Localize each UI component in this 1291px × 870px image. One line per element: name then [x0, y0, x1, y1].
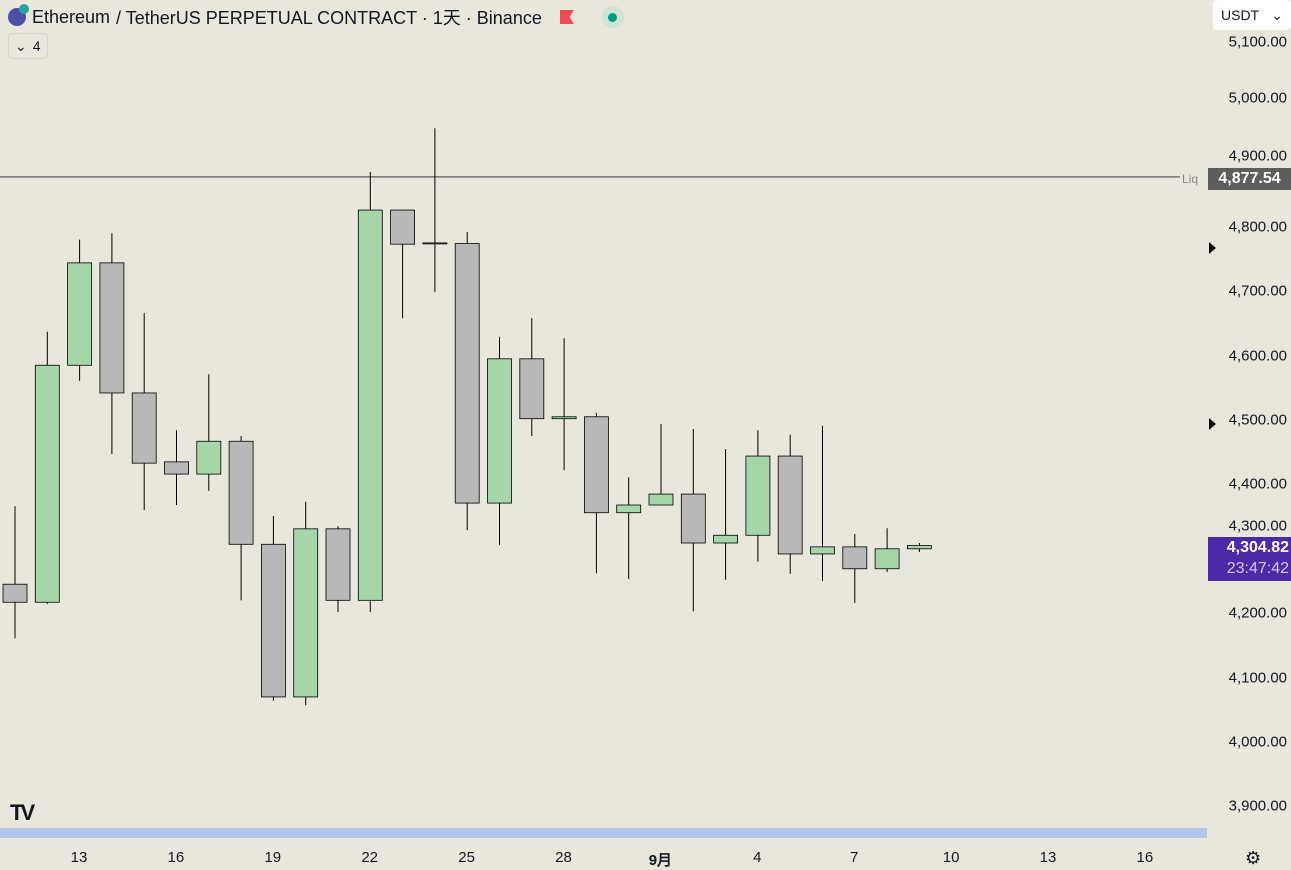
price-tick: 4,300.00: [1228, 517, 1287, 535]
candle-body: [260, 543, 286, 698]
tradingview-logo[interactable]: TV: [10, 800, 35, 825]
candle-body: [842, 546, 868, 570]
candle-body: [810, 546, 835, 555]
price-tick: 4,000.00: [1228, 733, 1287, 751]
candle-body: [293, 528, 319, 698]
candle-body: [713, 534, 738, 544]
price-tick: 4,600.00: [1228, 347, 1287, 365]
candle-chart[interactable]: [0, 0, 1207, 828]
price-tick: 4,500.00: [1228, 411, 1287, 429]
currency-value: USDT: [1221, 7, 1260, 23]
ethereum-logo-icon: [8, 4, 29, 26]
candle-body: [196, 440, 222, 475]
candle-body: [164, 461, 189, 475]
candle-body: [357, 209, 383, 601]
price-tick: 4,100.00: [1228, 669, 1287, 687]
time-tick: 28: [555, 849, 572, 866]
currency-select[interactable]: USDT ⌄: [1213, 0, 1291, 30]
time-tick: 7: [850, 849, 859, 866]
symbol-description[interactable]: / TetherUS PERPETUAL CONTRACT · 1天 · Bin…: [116, 8, 542, 28]
candle-body: [2, 583, 28, 603]
candle-body: [422, 242, 448, 245]
time-tick: 13: [70, 849, 88, 866]
candle-body: [519, 358, 545, 420]
candle-body: [584, 416, 609, 514]
marker-arrow-icon: [1209, 418, 1216, 430]
candle-body: [907, 545, 932, 550]
time-tick: 16: [167, 849, 185, 866]
time-tick: 19: [264, 849, 282, 866]
candle-body: [745, 455, 771, 536]
market-status-icon[interactable]: [601, 6, 624, 28]
bar-countdown: 23:47:42: [1226, 560, 1289, 577]
liq-line-label: Liq: [1182, 172, 1199, 186]
time-tick: 16: [1136, 849, 1154, 866]
price-tick: 4,800.00: [1228, 218, 1287, 236]
price-tick: 4,400.00: [1228, 475, 1287, 493]
flag-icon[interactable]: [559, 10, 574, 24]
time-tick: 13: [1039, 849, 1057, 866]
price-scale[interactable]: 5,100.00 5,000.00 4,900.00 4,800.00 4,700.00…: [1207, 0, 1291, 870]
time-tick: 9月: [648, 852, 673, 869]
candle-body: [67, 262, 92, 366]
candle-body: [228, 440, 254, 545]
candle-body: [131, 392, 157, 464]
marker-arrow-icon: [1209, 242, 1216, 254]
symbol-name[interactable]: Ethereum: [32, 6, 111, 27]
candle-body: [777, 455, 803, 555]
chevron-down-icon: ⌄: [1271, 6, 1283, 23]
price-tick: 4,200.00: [1228, 604, 1287, 622]
candle-body: [648, 493, 674, 506]
price-tick: 5,000.00: [1228, 89, 1287, 107]
chart-header: Ethereum / TetherUS PERPETUAL CONTRACT ·…: [8, 4, 624, 30]
time-scale-highlight: [0, 828, 1207, 838]
candle-body: [34, 364, 60, 603]
candle-body: [325, 528, 351, 601]
indicators-toggle[interactable]: ⌄ 4: [8, 33, 48, 59]
time-tick: 4: [753, 849, 762, 866]
last-price-label: 4,304.82 23:47:42: [1208, 537, 1291, 581]
time-tick: 22: [361, 849, 379, 866]
price-tick: 3,900.00: [1228, 797, 1287, 815]
candle-body: [454, 243, 480, 504]
candle-body: [616, 504, 642, 514]
price-tick: 4,900.00: [1228, 147, 1287, 165]
time-tick: 25: [458, 849, 475, 866]
candle-body: [680, 493, 706, 544]
chevron-down-icon: ⌄: [15, 37, 27, 54]
candle-body: [874, 548, 900, 570]
indicator-count: 4: [32, 38, 41, 54]
candle-body: [487, 358, 512, 504]
last-price: 4,304.82: [1226, 539, 1289, 556]
candle-body: [390, 209, 416, 245]
settings-icon[interactable]: ⚙: [1245, 848, 1262, 868]
price-tick: 4,700.00: [1228, 282, 1287, 300]
candle-body: [99, 262, 125, 394]
candle-body: [551, 416, 577, 420]
liq-price-label: 4,877.54: [1208, 168, 1291, 190]
time-tick: 10: [942, 849, 960, 866]
price-tick: 5,100.00: [1228, 33, 1287, 51]
